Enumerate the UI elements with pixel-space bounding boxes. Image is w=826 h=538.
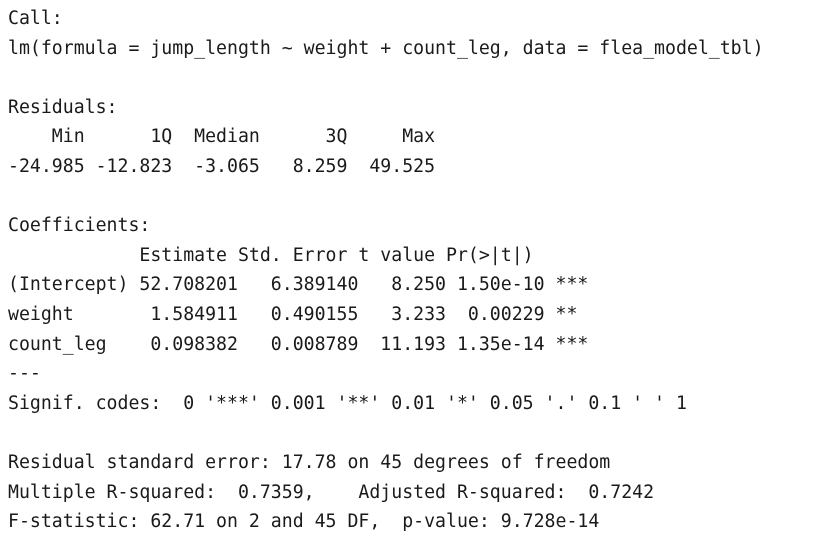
console-output: Call: lm(formula = jump_length ~ weight … (8, 4, 822, 534)
r-squared: Multiple R-squared: 0.7359, Adjusted R-s… (8, 481, 665, 503)
residuals-labels: Min 1Q Median 3Q Max (8, 126, 446, 148)
residual-standard-error: Residual standard error: 17.78 on 45 deg… (8, 451, 611, 473)
separator-line: --- (8, 363, 41, 385)
blank-line (8, 182, 822, 212)
coefficient-row-count-leg: count_leg 0.098382 0.008789 11.193 1.35e… (8, 333, 589, 355)
blank-line (8, 63, 822, 93)
blank-line (8, 418, 822, 448)
coefficient-row-weight: weight 1.584911 0.490155 3.233 0.00229 *… (8, 303, 589, 325)
coefficient-row-intercept: (Intercept) 52.708201 6.389140 8.250 1.5… (8, 274, 589, 296)
call-formula: lm(formula = jump_length ~ weight + coun… (8, 37, 764, 59)
call-header: Call: (8, 8, 63, 29)
signif-codes: Signif. codes: 0 '***' 0.001 '**' 0.01 '… (8, 392, 687, 414)
residuals-values: -24.985 -12.823 -3.065 8.259 49.525 (8, 155, 446, 177)
coefficients-header: Coefficients: (8, 215, 151, 237)
residuals-header: Residuals: (8, 96, 118, 118)
coefficients-columns: Estimate Std. Error t value Pr(>|t|) (8, 244, 578, 266)
f-statistic: F-statistic: 62.71 on 2 and 45 DF, p-val… (8, 511, 600, 533)
